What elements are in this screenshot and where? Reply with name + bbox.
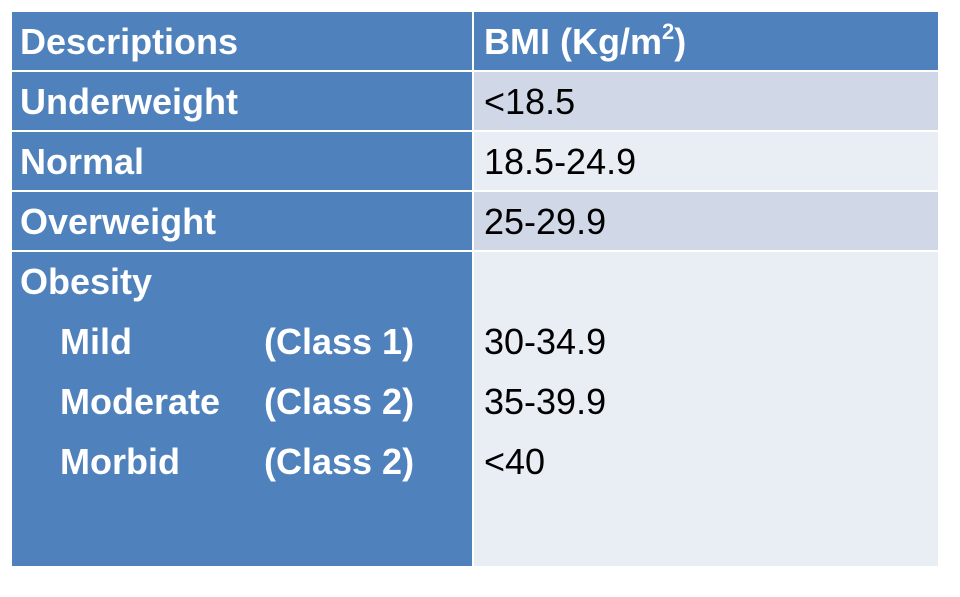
table-row: Underweight <18.5 (12, 72, 938, 130)
description-normal: Normal (12, 132, 474, 190)
obesity-class-moderate: Moderate (Class 2) (20, 372, 472, 432)
header-bmi-prefix: BMI (Kg/m (484, 21, 662, 62)
table-row: Normal 18.5-24.9 (12, 132, 938, 190)
table-row-obesity: Obesity Mild (Class 1) Moderate (Class 2) … (12, 252, 938, 566)
bmi-mild: 30-34.9 (484, 321, 607, 362)
obesity-label: Obesity (20, 261, 153, 302)
obesity-moderate-name: Moderate (60, 381, 221, 422)
description-underweight: Underweight (12, 72, 474, 130)
obesity-morbid-name: Morbid (60, 441, 180, 482)
bmi-obesity-blank (484, 252, 938, 312)
bmi-obesity: 30-34.9 35-39.9 <40 (474, 252, 938, 566)
obesity-mild-name: Mild (60, 321, 132, 362)
bmi-underweight: <18.5 (474, 72, 938, 130)
table-header-row: Descriptions BMI (Kg/m2) (12, 12, 938, 70)
obesity-morbid-class: (Class 2) (264, 441, 415, 482)
bmi-morbid: <40 (484, 441, 546, 482)
header-bmi-superscript: 2 (661, 19, 675, 44)
header-bmi: BMI (Kg/m2) (474, 12, 938, 70)
header-bmi-suffix: ) (674, 21, 687, 62)
bmi-normal: 18.5-24.9 (474, 132, 938, 190)
table-row: Overweight 25-29.9 (12, 192, 938, 250)
bmi-overweight: 25-29.9 (474, 192, 938, 250)
bmi-moderate: 35-39.9 (484, 381, 607, 422)
description-overweight: Overweight (12, 192, 474, 250)
bmi-table: Descriptions BMI (Kg/m2) Underweight <18… (12, 12, 938, 566)
description-obesity: Obesity Mild (Class 1) Moderate (Class 2) … (12, 252, 474, 566)
obesity-mild-class: (Class 1) (264, 321, 415, 362)
header-descriptions: Descriptions (12, 12, 474, 70)
obesity-class-morbid: Morbid (Class 2) (20, 432, 472, 492)
obesity-class-mild: Mild (Class 1) (20, 312, 472, 372)
obesity-moderate-class: (Class 2) (264, 381, 415, 422)
